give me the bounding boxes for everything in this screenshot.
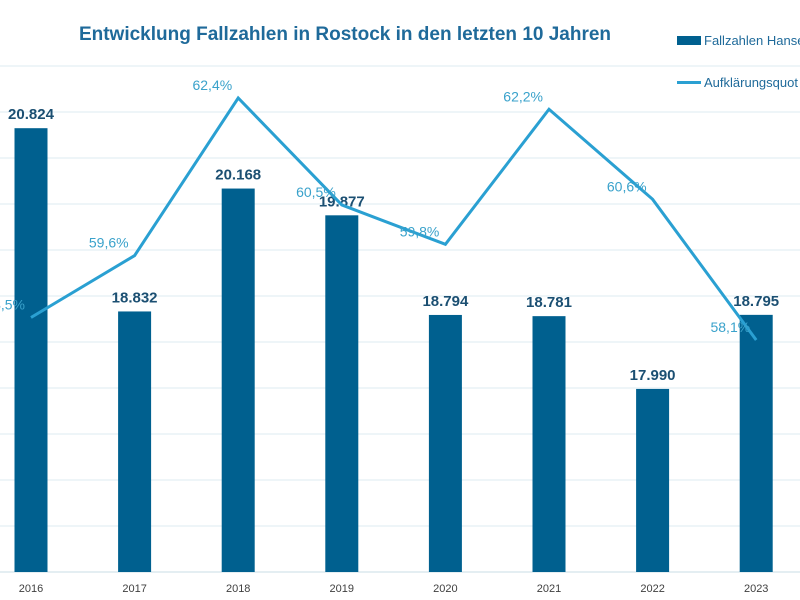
line-label-2021: 62,2% bbox=[503, 88, 543, 104]
bar-2018 bbox=[221, 188, 255, 572]
legend-label-line: Aufklärungsquot bbox=[704, 75, 798, 90]
x-tick-2019: 2019 bbox=[330, 583, 354, 595]
line-label-2017: 59,6% bbox=[89, 235, 129, 251]
x-tick-2021: 2021 bbox=[537, 583, 561, 595]
bar-2021 bbox=[532, 316, 566, 572]
x-tick-2016: 2016 bbox=[19, 583, 43, 595]
bar-label-2023: 18.795 bbox=[733, 293, 779, 310]
legend-swatch-bar bbox=[677, 36, 701, 45]
bar-label-2022: 17.990 bbox=[630, 367, 676, 384]
line-label-2023: 58,1% bbox=[710, 319, 750, 335]
x-tick-2022: 2022 bbox=[640, 583, 664, 595]
bar-2022 bbox=[636, 388, 670, 572]
line-label-2020: 59,8% bbox=[400, 223, 440, 239]
legend-swatch-line bbox=[677, 81, 701, 84]
line-label-2022: 60,6% bbox=[607, 178, 647, 194]
x-tick-2017: 2017 bbox=[122, 583, 146, 595]
bar-label-2017: 18.832 bbox=[112, 289, 158, 306]
bar-2019 bbox=[325, 215, 359, 573]
bar-2017 bbox=[118, 311, 152, 572]
bar-label-2019: 19.877 bbox=[319, 193, 365, 210]
bar-2020 bbox=[428, 314, 462, 572]
legend-item-bars: Fallzahlen Hanse bbox=[677, 33, 800, 48]
legend-label-bars: Fallzahlen Hanse bbox=[704, 33, 800, 48]
x-tick-2018: 2018 bbox=[226, 583, 250, 595]
x-tick-2023: 2023 bbox=[744, 583, 768, 595]
legend-item-line: Aufklärungsquot bbox=[677, 75, 798, 90]
line-series bbox=[30, 95, 758, 341]
bar-label-2016: 20.824 bbox=[8, 106, 55, 123]
x-tick-2020: 2020 bbox=[433, 583, 457, 595]
bar-label-2021: 18.781 bbox=[526, 294, 572, 311]
line-label-2018: 62,4% bbox=[192, 77, 232, 93]
line-label-2019: 60,5% bbox=[296, 184, 336, 200]
bar-2016 bbox=[14, 128, 48, 572]
chart-title: Entwicklung Fallzahlen in Rostock in den… bbox=[78, 24, 612, 45]
bar-label-2020: 18.794 bbox=[422, 293, 469, 310]
line-label-2016: 58,5% bbox=[0, 296, 25, 312]
bar-label-2018: 20.168 bbox=[215, 167, 261, 184]
bar-2023 bbox=[739, 314, 773, 572]
